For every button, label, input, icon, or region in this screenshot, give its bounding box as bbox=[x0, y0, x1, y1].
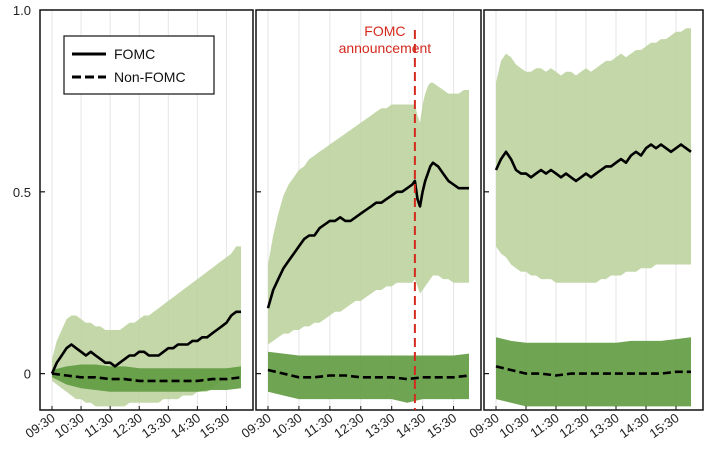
panel-frame bbox=[255, 9, 482, 411]
x-tick-label: 14:30 bbox=[616, 410, 651, 441]
nonfomc-line bbox=[51, 372, 242, 383]
annotation-label-line2: announcement bbox=[339, 40, 432, 56]
x-tick-label: 10:30 bbox=[496, 410, 531, 441]
x-tick-label: 14:30 bbox=[393, 410, 428, 441]
nonfomc-confidence-band bbox=[496, 337, 691, 407]
fomc-confidence-band bbox=[268, 82, 469, 345]
fomc-confidence-band bbox=[496, 28, 691, 283]
x-tick-label: 09:30 bbox=[466, 410, 501, 441]
legend-fomc-label: FOMC bbox=[114, 46, 155, 62]
y-tick-label: 0 bbox=[24, 367, 31, 382]
x-tick-label: 13:30 bbox=[362, 410, 397, 441]
fomc-line bbox=[50, 310, 241, 375]
x-tick-label: 10:30 bbox=[52, 410, 87, 441]
x-tick-label: 15:30 bbox=[646, 410, 681, 441]
x-tick-label: 11:30 bbox=[527, 410, 561, 440]
fomc-line bbox=[266, 161, 469, 309]
x-tick-label: 11:30 bbox=[301, 410, 335, 440]
annotation-label-line1: FOMC bbox=[364, 23, 405, 39]
x-tick-label: 10:30 bbox=[269, 410, 304, 441]
fomc-announcement-annotation: FOMC announcement bbox=[339, 23, 432, 56]
legend: FOMC Non-FOMC bbox=[63, 35, 215, 95]
x-tick-label: 15:30 bbox=[197, 410, 232, 441]
y-tick-label: 0.5 bbox=[13, 185, 31, 200]
legend-nonfomc-label: Non-FOMC bbox=[114, 69, 186, 85]
x-tick-label: 12:30 bbox=[331, 410, 366, 441]
x-tick-label: 14:30 bbox=[168, 410, 203, 441]
x-tick-label: 15:30 bbox=[424, 410, 459, 441]
x-tick-label: 09:30 bbox=[22, 410, 57, 441]
nonfomc-line bbox=[267, 368, 470, 381]
y-axis: 0 0.5 1.0 bbox=[13, 3, 31, 382]
x-tick-label: 09:30 bbox=[238, 410, 273, 441]
legend-box bbox=[63, 35, 215, 95]
fomc-line bbox=[494, 143, 692, 183]
panel-frame bbox=[483, 9, 704, 411]
y-tick-label: 1.0 bbox=[13, 3, 31, 18]
x-tick-label: 13:30 bbox=[586, 410, 621, 441]
x-tick-label: 12:30 bbox=[556, 410, 591, 441]
x-tick-label: 12:30 bbox=[110, 410, 145, 441]
panel-frame bbox=[39, 9, 254, 411]
nonfomc-line bbox=[495, 365, 691, 377]
nonfomc-confidence-band bbox=[52, 364, 241, 392]
x-tick-label: 11:30 bbox=[81, 410, 115, 440]
x-tick-label: 13:30 bbox=[139, 410, 174, 441]
